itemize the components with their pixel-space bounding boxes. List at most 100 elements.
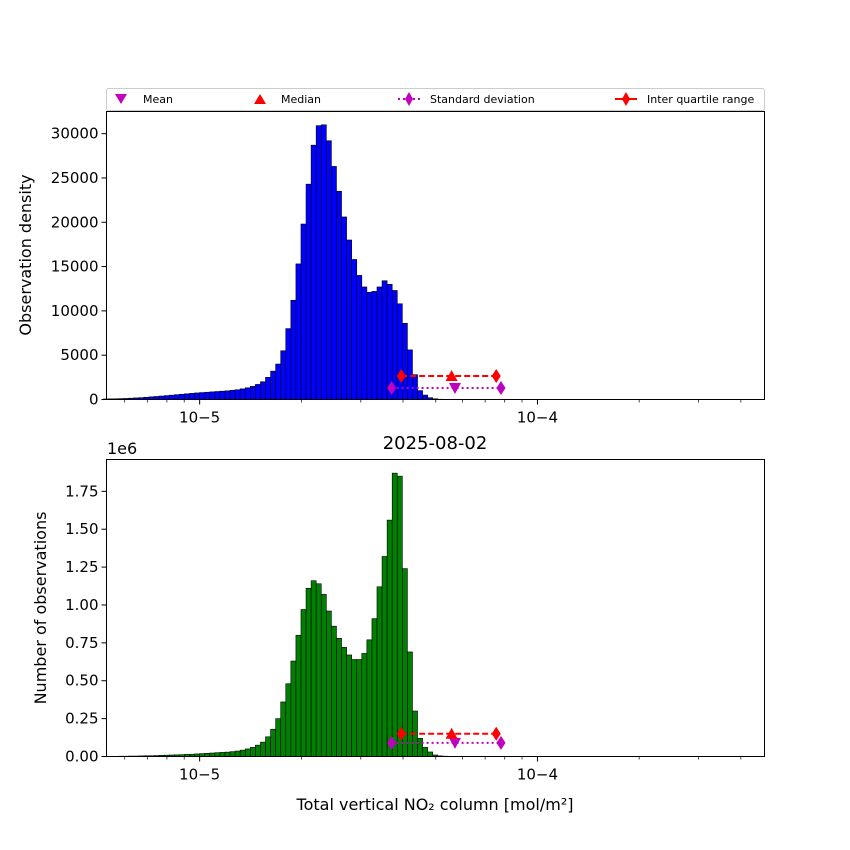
histogram-bar (280, 350, 287, 400)
std-diamond-icon (405, 92, 413, 106)
mean-marker (448, 382, 461, 394)
count-chart-title: 2025-08-02 (383, 433, 488, 454)
legend-label-mean: Mean (143, 93, 173, 106)
histogram-bar (239, 388, 246, 400)
y-tick-label: 0.50 (65, 672, 98, 690)
density-x-ticks: 10−5 10−4 (124, 399, 742, 427)
histogram-bar (422, 394, 428, 400)
histogram-bar (341, 647, 347, 757)
y-tick-label: 30000 (51, 125, 99, 143)
count-stat-markers (387, 726, 506, 750)
histogram-bar (336, 638, 342, 757)
histogram-bar (189, 393, 195, 400)
histogram-bar (209, 752, 216, 757)
histogram-bar (285, 683, 292, 757)
histogram-bar (260, 381, 266, 400)
iqr-diamond-marker (491, 369, 501, 384)
iqr-diamond-icon (622, 92, 630, 106)
legend: Mean Median Standard deviation Inter qua… (106, 88, 765, 111)
histogram-bar (376, 286, 383, 400)
histogram-bar (396, 303, 403, 400)
histogram-bar (391, 472, 398, 757)
density-y-ticks: 0 5000 10000 15000 20000 25000 30000 (51, 125, 107, 409)
histogram-bar (229, 389, 236, 400)
histogram-bar (422, 747, 428, 757)
iqr-diamond-marker (396, 726, 406, 741)
histogram-bar (407, 349, 413, 400)
std-diamond-marker (387, 380, 397, 395)
histogram-bar (366, 639, 373, 757)
histogram-bar (158, 395, 165, 400)
histogram-bar (255, 744, 261, 757)
x-tick-label: 10−4 (517, 409, 558, 427)
histogram-bar (265, 377, 271, 400)
histogram-bar (381, 280, 388, 400)
histogram-bar (219, 390, 226, 400)
histogram-bar (356, 275, 363, 400)
histogram-bar (270, 370, 276, 400)
histogram-bar (295, 263, 302, 400)
y-tick-label: 0.25 (65, 710, 98, 728)
histogram-bar (229, 751, 236, 757)
mean-marker (448, 737, 461, 749)
histogram-bar (290, 299, 297, 400)
histogram-bar (371, 291, 378, 400)
count-x-ticks: 10−5 10−4 (124, 756, 742, 784)
histogram-bar (275, 363, 282, 400)
histogram-bar (310, 580, 317, 757)
histogram-bar (351, 259, 358, 400)
std-diamond-marker (496, 380, 506, 395)
histogram-bar (361, 653, 368, 757)
histogram-bar (427, 751, 434, 757)
histogram-bar (305, 588, 312, 757)
histogram-bar (326, 140, 332, 400)
count-y-ticks: 0.00 0.25 0.50 0.75 1.00 1.25 1.50 1.75 (65, 482, 107, 766)
histogram-bar (376, 586, 383, 757)
histogram-bar (407, 651, 413, 757)
legend-entry-std: Standard deviation (398, 92, 535, 106)
legend-entry-iqr: Inter quartile range (615, 92, 754, 106)
histogram-bar (361, 286, 368, 400)
histogram-bar (234, 750, 241, 757)
histogram-bar (174, 394, 180, 400)
histogram-bar (315, 125, 322, 400)
histogram-bar (386, 519, 393, 757)
histogram-bar (255, 384, 261, 400)
histogram-bar (224, 751, 231, 757)
count-y-axis-label: Number of observations (31, 512, 50, 705)
histogram-bar (265, 736, 271, 757)
histogram-bar (239, 749, 246, 757)
median-marker (445, 727, 458, 739)
histogram-bar (310, 144, 317, 400)
std-diamond-marker (387, 735, 397, 750)
histogram-bar (214, 391, 221, 400)
x-tick-label: 10−4 (517, 766, 558, 784)
histogram-bar (244, 387, 251, 400)
legend-label-std: Standard deviation (430, 93, 535, 106)
histogram-bar (214, 752, 221, 757)
y-tick-label: 15000 (51, 258, 99, 276)
density-bars (103, 124, 449, 400)
y-tick-label: 20000 (51, 213, 99, 231)
histogram-bar (300, 223, 307, 400)
histogram-bar (270, 728, 276, 757)
legend-label-median: Median (281, 93, 321, 106)
y-tick-label: 0.75 (65, 634, 98, 652)
histogram-bar (417, 738, 423, 757)
histogram-bar (346, 239, 352, 400)
y-tick-label: 10000 (51, 302, 99, 320)
histogram-bar (320, 594, 327, 757)
x-axis-label: Total vertical NO₂ column [mol/m²] (296, 795, 574, 814)
histogram-bar (300, 609, 307, 757)
histogram-bar (417, 390, 423, 400)
histogram-bar (204, 391, 211, 400)
legend-entry-mean: Mean (115, 93, 173, 106)
legend-frame (106, 88, 765, 111)
histogram-bar (199, 392, 206, 400)
iqr-diamond-marker (396, 369, 406, 384)
histogram-bar (341, 216, 347, 400)
legend-label-iqr: Inter quartile range (647, 93, 754, 106)
count-y-offset-label: 1e6 (107, 439, 137, 458)
histogram-bar (244, 748, 251, 757)
iqr-diamond-marker (491, 726, 501, 741)
